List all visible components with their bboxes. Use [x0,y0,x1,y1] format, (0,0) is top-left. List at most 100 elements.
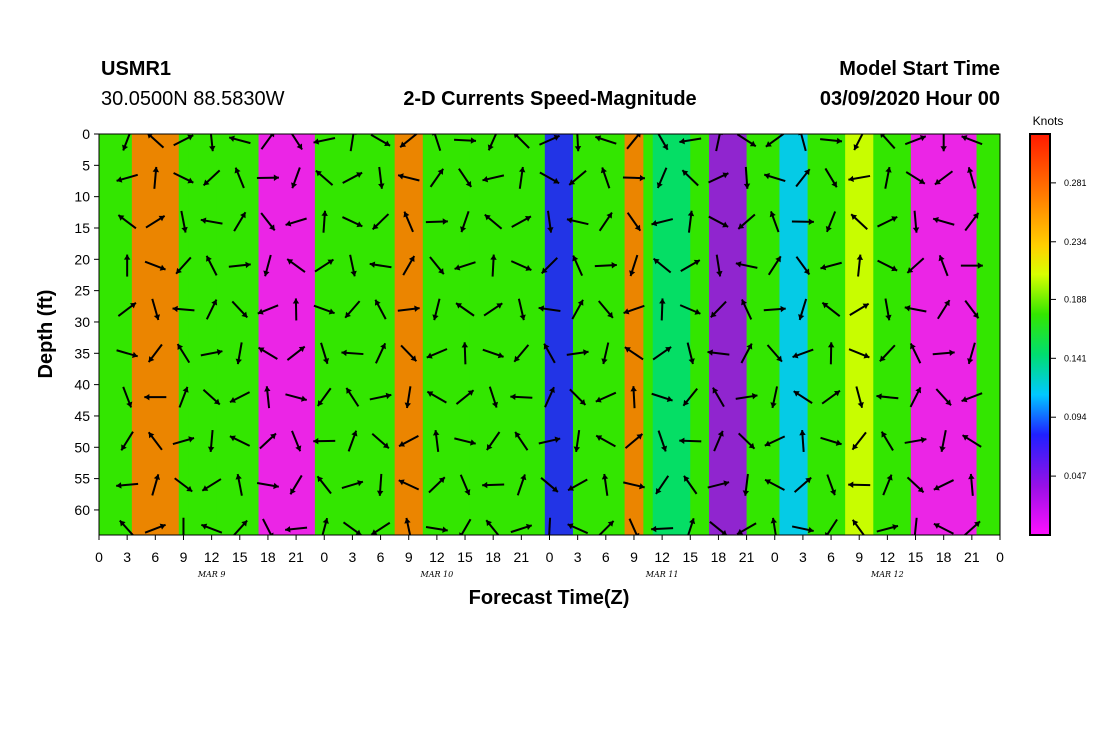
current-vector-271 [884,166,892,189]
current-vector-164 [571,299,584,320]
current-vector-151 [539,171,560,185]
current-vector-51 [256,174,279,181]
current-vector-307 [961,434,982,448]
y-tick-label: 0 [82,126,90,142]
current-vector-19 [144,523,166,534]
x-tick-label: 18 [936,549,952,565]
current-vector-181 [622,174,645,182]
current-vector-9 [119,519,135,535]
y-axis: 0 5 10 15 20 25 30 35 40 45 50 55 60 [74,126,99,518]
current-vector-263 [856,254,864,277]
current-vector-264 [849,302,870,316]
colorbar-label: 0.234 [1064,237,1087,247]
current-vector-37 [207,429,215,453]
current-vector-156 [544,386,555,408]
current-vector-48 [235,473,243,496]
current-vector-285 [909,342,922,364]
current-vector-52 [260,212,276,232]
colorbar-label: 0.188 [1064,294,1087,304]
current-vector-117 [432,429,440,453]
current-vector-10 [146,134,165,149]
x-tick-label: 9 [855,549,863,565]
current-vector-121 [458,168,473,188]
current-vector-188 [623,481,645,490]
current-vector-27 [172,436,195,446]
current-vector-88 [341,480,364,490]
current-vector-64 [292,298,300,321]
current-vector-257 [820,436,842,446]
current-vector-97 [371,433,390,449]
current-vector-275 [879,344,896,363]
current-vector-195 [652,346,672,361]
current-vector-208 [683,475,698,495]
current-vector-192 [651,218,674,227]
current-vectors [116,134,983,535]
current-vector-284 [904,305,927,313]
heatmap-band-5 [544,134,573,535]
y-tick-label: 25 [74,283,90,299]
y-tick-label: 40 [74,377,90,393]
current-vector-17 [147,431,163,451]
current-vector-127 [454,437,476,446]
current-vector-2 [117,214,137,230]
current-vector-154 [538,305,561,312]
current-vector-100 [399,134,418,148]
current-vector-18 [151,474,161,496]
current-vector-168 [567,478,588,492]
heatmap-band-6 [624,134,644,535]
current-vector-203 [680,259,701,272]
current-vector-306 [961,392,983,403]
current-vector-53 [263,254,272,277]
current-vector-43 [228,261,251,269]
current-vector-298 [933,479,955,491]
x-tick-label: 6 [602,549,610,565]
current-vector-169 [567,523,589,535]
current-vector-217 [713,430,724,452]
current-vector-78 [316,475,332,495]
current-vector-244 [798,298,808,321]
current-vector-6 [122,386,133,408]
current-vector-57 [259,432,277,450]
current-vector-91 [378,166,385,189]
current-vector-303 [960,262,983,269]
current-vector-204 [679,304,701,315]
current-vector-68 [289,474,303,495]
current-vector-258 [826,474,837,496]
model-start-time: 03/09/2020 Hour 00 [820,88,1000,110]
current-vector-201 [681,169,699,187]
current-vector-228 [742,473,750,496]
current-vector-282 [912,210,920,233]
current-vector-183 [629,254,639,277]
y-tick-label: 20 [74,251,90,267]
current-vector-58 [256,481,279,490]
x-tick-label: 18 [711,549,727,565]
x-tick-label: 18 [485,549,501,565]
current-vector-290 [940,134,947,152]
current-vector-254 [821,301,841,317]
current-vector-137 [486,431,501,451]
current-vector-133 [490,254,497,277]
current-vector-22 [180,210,188,233]
current-vector-56 [264,386,271,409]
current-vector-134 [483,302,503,317]
colorbar [1029,133,1051,536]
current-vector-226 [735,393,758,400]
current-vector-79 [321,517,329,535]
current-vector-54 [257,304,279,315]
current-vector-47 [229,435,251,447]
y-tick-label: 10 [74,189,90,205]
current-vector-141 [518,166,526,189]
current-vector-126 [455,389,475,405]
heatmap-band-1 [188,134,217,535]
current-vector-14 [151,298,161,321]
current-vector-95 [375,342,387,364]
x-tick-label: 9 [630,549,638,565]
current-vector-165 [566,349,589,356]
current-vector-162 [566,217,589,226]
x-tick-label: 0 [320,549,328,565]
current-vector-174 [597,300,614,319]
colorbar-label: 0.281 [1064,178,1087,188]
current-vector-305 [967,342,976,365]
current-vector-132 [484,213,503,230]
